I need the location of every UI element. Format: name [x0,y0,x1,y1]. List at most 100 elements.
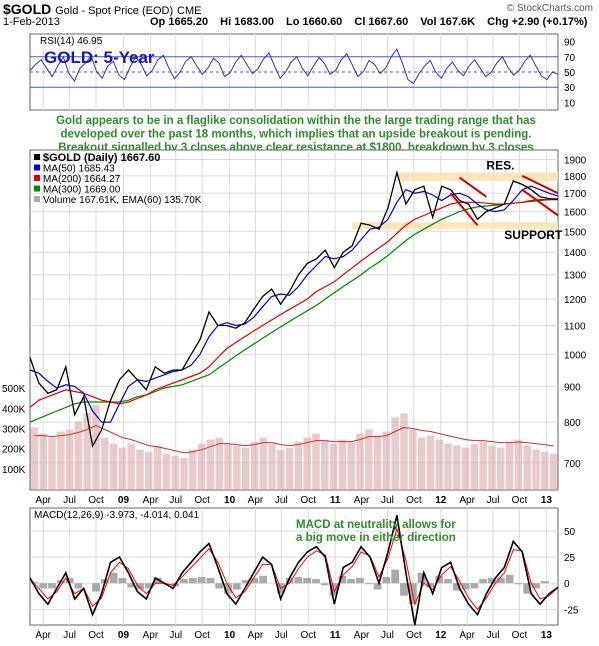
price-x-label-15: 12 [435,495,447,506]
macd-hist-bar-2 [48,583,56,589]
volume-bar-10 [118,447,127,490]
macd-hist-bar-56 [523,583,532,594]
low-value: Lo 1660.60 [286,16,343,28]
legend-label-0: $GOLD (Daily) 1667.60 [43,152,160,164]
volume-bar-0 [30,427,39,490]
macd-hist-bar-41 [391,569,400,584]
volume-bar-11 [127,443,135,490]
price-y-label-1800: 1800 [564,172,587,183]
volume-label-0: 100K [2,465,26,476]
volume-bar-40 [382,431,391,490]
volume-bar-38 [365,429,373,490]
macd-hist-bar-55 [514,583,523,585]
volume-bar-44 [417,437,426,490]
macd-x-label-8: Apr [248,630,264,641]
volume-label-1: 200K [2,445,26,456]
band-1 [352,222,558,230]
volume-bar-54 [505,441,514,490]
macd-hist-bar-40 [382,576,391,584]
macd-hist-bar-25 [250,577,259,584]
symbol-title: $GOLD Gold - Spot Price (EOD) CME [3,1,201,17]
macd-hist-bar-30 [294,576,303,584]
volume-bar-33 [321,439,329,490]
macd-hist-bar-22 [224,583,232,594]
price-y-label-700: 700 [564,459,581,470]
price-y-label-1500: 1500 [564,227,587,238]
volume-bar-58 [541,451,549,490]
macd-hist-bar-42 [400,583,408,596]
price-y-label-1700: 1700 [564,189,587,200]
legend-swatch-1 [34,164,40,171]
high-value: Hi 1683.00 [220,16,274,28]
exchange: CME [177,5,202,17]
price-x-label-17: Jul [487,495,500,506]
volume-bar-42 [400,413,408,490]
price-x-label-13: Jul [381,495,394,506]
price-y-label-1200: 1200 [564,295,587,306]
volume-bar-37 [356,433,364,490]
volume-bar-9 [109,443,118,490]
volume-bar-29 [285,447,294,490]
price-y-label-1100: 1100 [564,321,586,332]
macd-hist-bar-54 [505,574,514,584]
volume-bar-34 [329,443,338,490]
rsi-y-label-30: 30 [564,83,576,94]
volume-bar-39 [373,435,382,490]
price-x-label-8: Apr [248,495,264,506]
legend-swatch-4 [34,196,40,202]
price-x-label-2: Oct [88,495,104,506]
macd-x-label-1: Jul [63,630,76,641]
series-line-gold [29,169,559,448]
chart-date: 1-Feb-2013 [3,16,60,28]
macd-hist-bar-51 [479,579,488,584]
legend-swatch-3 [34,185,40,192]
volume-bar-4 [65,429,74,490]
macd-hist-bar-58 [540,581,549,584]
price-x-label-19: 13 [541,495,553,506]
macd-x-label-10: Oct [300,630,316,641]
volume-bar-1 [39,433,47,490]
change-value: Chg +2.90 (+0.17%) [487,16,588,28]
price-x-label-14: Oct [406,495,422,506]
macd-hist-bar-13 [144,583,153,589]
macd-hist-bar-5 [74,583,83,589]
price-y-label-1300: 1300 [564,271,587,282]
rsi-y-label-90: 90 [564,38,576,49]
price-y-label-1900: 1900 [564,155,587,166]
macd-hist-bar-29 [285,577,294,584]
macd-hist-bar-48 [452,583,461,591]
legend-label-4: Volume 167.61K, EMA(60) 135.70K [43,195,202,206]
macd-annotation-1: a big move in either direction [296,532,456,544]
macd-legend: MACD(12,26,9) -3.973, -4.014, 0.041 [34,510,200,521]
open-value: Op 1665.20 [150,16,209,28]
rsi-y-label-10: 10 [564,98,576,109]
macd-x-label-15: 12 [435,630,447,641]
price-x-label-12: Apr [354,495,370,506]
macd-hist-bar-4 [65,577,74,584]
trendline-1 [449,192,479,226]
macd-hist-bar-20 [206,577,215,584]
macd-hist-bar-57 [532,583,540,589]
legend-label-2: MA(200) 1664.27 [43,174,121,185]
price-x-label-10: Oct [300,495,316,506]
ohlc-stats: Op 1665.20 Hi 1683.00 Lo 1660.60 Cl 1667… [150,16,599,28]
volume-label-3: 400K [2,404,26,415]
volume-label-4: 500K [2,384,26,395]
macd-hist-bar-14 [153,577,162,584]
macd-hist-bar-1 [39,583,48,589]
volume-bar-3 [57,431,65,490]
macd-hist-bar-35 [338,575,347,584]
price-x-label-3: 09 [118,495,130,506]
volume-bar-48 [453,445,461,490]
volume-bar-17 [180,457,188,490]
annotation-line-1: developed over the past 18 months, which… [61,129,532,141]
macd-hist-bar-33 [320,583,329,586]
price-x-label-7: 10 [224,495,236,506]
legend-swatch-2 [34,175,40,181]
instrument-name: Gold - Spot Price (EOD) [55,5,174,17]
macd-x-label-17: Jul [487,630,500,641]
rsi-y-label-70: 70 [564,53,576,64]
trendline-3 [521,188,559,217]
macd-hist-bar-47 [444,579,452,584]
